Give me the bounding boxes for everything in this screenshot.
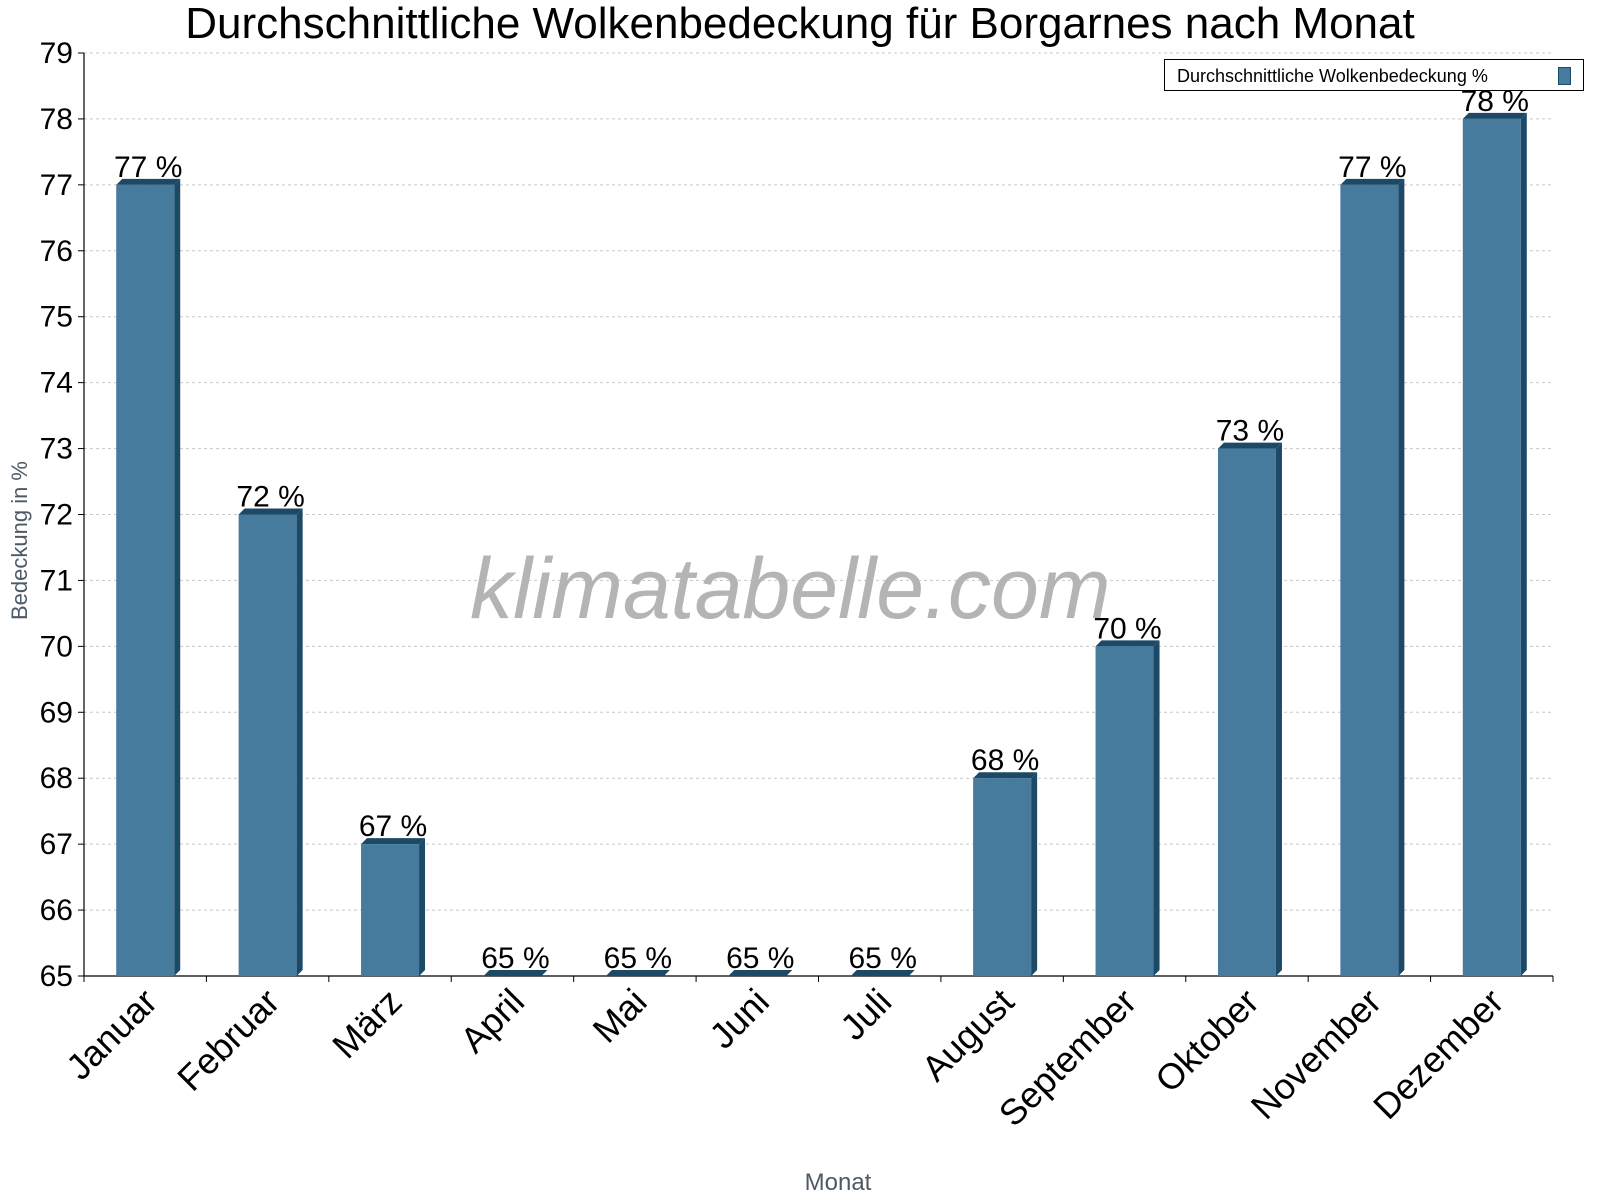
bar-front [238, 514, 297, 976]
bar-top [1462, 112, 1527, 119]
data-label: 65 % [849, 942, 917, 975]
y-tick-label: 66 [40, 894, 73, 927]
y-axis-label: Bedeckung in % [7, 461, 32, 620]
y-tick-label: 77 [40, 169, 73, 202]
bar-side [1275, 442, 1282, 977]
bar-top [605, 970, 670, 976]
x-tick-label: November [1243, 981, 1389, 1127]
bar [361, 838, 426, 976]
y-tick-label: 74 [40, 367, 73, 400]
bar [1462, 112, 1527, 976]
bar-top [1217, 442, 1282, 449]
x-tick-label: August [914, 981, 1022, 1089]
x-tick-label: Juni [701, 981, 777, 1057]
data-label: 77 % [114, 151, 182, 184]
data-label: 65 % [726, 942, 794, 975]
bar [973, 772, 1038, 976]
bar [1095, 640, 1160, 976]
bar-top [1095, 640, 1160, 647]
bar [1340, 178, 1405, 976]
bar-front [361, 844, 420, 976]
bar-side [174, 178, 181, 976]
x-tick-label: Januar [58, 981, 165, 1088]
bar [1217, 442, 1282, 977]
bar-top [361, 838, 426, 845]
x-tick-label: April [452, 981, 532, 1061]
x-tick-label: März [324, 981, 410, 1067]
bar [850, 970, 915, 976]
data-labels: 77 % 72 % 67 % 65 % 65 % 65 % 65 % 68 % 70 % 73 %… [114, 85, 1529, 975]
bar-side [1031, 772, 1038, 976]
x-tick-label: Oktober [1147, 981, 1267, 1101]
bar-top [850, 970, 915, 976]
bar-front [1462, 118, 1521, 976]
bar [728, 970, 793, 976]
bar-top [1340, 178, 1405, 185]
bar-side [419, 838, 426, 976]
y-tick-label: 69 [40, 696, 73, 729]
data-label: 72 % [236, 481, 304, 514]
bar-front [973, 778, 1032, 976]
x-tick-label: Februar [169, 981, 287, 1099]
y-tick-label: 79 [40, 37, 73, 70]
y-tick-label: 75 [40, 301, 73, 334]
watermark: klimatabelle.com [470, 541, 1111, 637]
bar-side [296, 508, 303, 976]
bar-top [116, 178, 181, 185]
bar-top [483, 970, 548, 976]
data-label: 65 % [481, 942, 549, 975]
bar-top [728, 970, 793, 976]
bar-top [238, 508, 303, 515]
bars [116, 112, 1527, 977]
legend: Durchschnittliche Wolkenbedeckung % [1164, 59, 1584, 91]
bar-front [1217, 448, 1276, 977]
bar [483, 970, 548, 976]
bar [238, 508, 303, 976]
y-tick-label: 73 [40, 433, 73, 466]
chart-title: Durchschnittliche Wolkenbedeckung für Bo… [185, 0, 1415, 48]
data-label: 73 % [1216, 415, 1284, 448]
bar-side [1520, 112, 1527, 976]
y-tick-label: 65 [40, 960, 73, 993]
legend-label: Durchschnittliche Wolkenbedeckung % [1177, 66, 1488, 86]
y-tick-label: 78 [40, 103, 73, 136]
data-label: 68 % [971, 744, 1039, 777]
bar-side [1153, 640, 1160, 976]
bar-front [1095, 646, 1154, 976]
x-tick-label: Mai [585, 981, 655, 1051]
y-tick-label: 71 [40, 564, 73, 597]
bar-front [116, 184, 175, 976]
y-tick-label: 70 [40, 630, 73, 663]
gridlines [84, 52, 1553, 911]
y-tick-label: 72 [40, 499, 73, 532]
data-label: 65 % [604, 942, 672, 975]
y-tick-label: 67 [40, 828, 73, 861]
x-tick-label: Juli [832, 981, 899, 1048]
y-tick-label: 68 [40, 762, 73, 795]
bar-front [1340, 184, 1399, 976]
data-label: 77 % [1338, 151, 1406, 184]
legend-swatch [1558, 67, 1571, 85]
y-tick-label: 76 [40, 235, 73, 268]
x-tick-label: Dezember [1365, 981, 1511, 1127]
bar-side [1398, 178, 1405, 976]
data-label: 70 % [1093, 612, 1161, 645]
bar-top [973, 772, 1038, 779]
data-label: 67 % [359, 810, 427, 843]
bar [116, 178, 181, 976]
x-axis-label: Monat [804, 1169, 872, 1196]
bar [605, 970, 670, 976]
